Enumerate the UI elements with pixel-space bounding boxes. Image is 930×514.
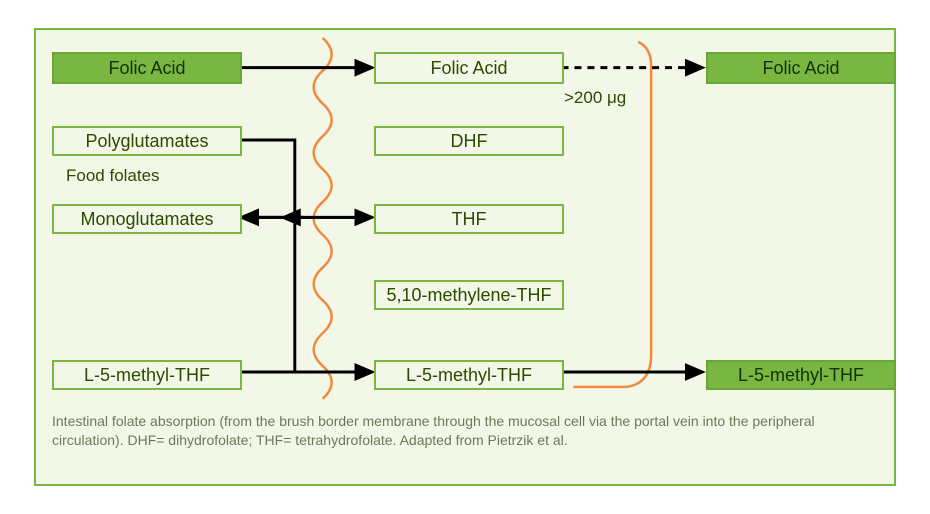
node-l5-methyl-thf-left: L-5-methyl-THF bbox=[52, 360, 242, 390]
node-label: THF bbox=[452, 209, 487, 230]
node-l5-methyl-thf-mid: L-5-methyl-THF bbox=[374, 360, 564, 390]
node-label: Monoglutamates bbox=[80, 209, 213, 230]
node-label: L-5-methyl-THF bbox=[738, 365, 864, 386]
node-folic-acid-mid: Folic Acid bbox=[374, 52, 564, 84]
node-label: Polyglutamates bbox=[85, 131, 208, 152]
node-folic-acid-left: Folic Acid bbox=[52, 52, 242, 84]
node-510-methylene-thf: 5,10-methylene-THF bbox=[374, 280, 564, 310]
label-food-folates: Food folates bbox=[66, 166, 160, 186]
node-label: L-5-methyl-THF bbox=[406, 365, 532, 386]
node-folic-acid-right: Folic Acid bbox=[706, 52, 896, 84]
node-dhf: DHF bbox=[374, 126, 564, 156]
node-label: Folic Acid bbox=[108, 58, 185, 79]
node-l5-methyl-thf-right: L-5-methyl-THF bbox=[706, 360, 896, 390]
node-label: DHF bbox=[451, 131, 488, 152]
node-polyglutamates: Polyglutamates bbox=[52, 126, 242, 156]
node-label: Folic Acid bbox=[762, 58, 839, 79]
node-monoglutamates: Monoglutamates bbox=[52, 204, 242, 234]
node-label: L-5-methyl-THF bbox=[84, 365, 210, 386]
folate-diagram: Folic Acid Folic Acid Folic Acid Polyglu… bbox=[34, 28, 896, 486]
node-thf: THF bbox=[374, 204, 564, 234]
caption-text: Intestinal folate absorption (from the b… bbox=[52, 413, 815, 448]
label-text: Food folates bbox=[66, 166, 160, 185]
label-over-200ug: >200 μg bbox=[564, 88, 626, 108]
node-label: 5,10-methylene-THF bbox=[386, 285, 551, 306]
node-label: Folic Acid bbox=[430, 58, 507, 79]
label-text: >200 μg bbox=[564, 88, 626, 107]
figure-caption: Intestinal folate absorption (from the b… bbox=[52, 412, 872, 450]
